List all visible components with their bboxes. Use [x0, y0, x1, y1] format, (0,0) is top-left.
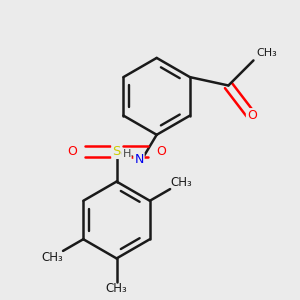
- Text: O: O: [67, 145, 77, 158]
- Text: CH₃: CH₃: [170, 176, 192, 189]
- Text: O: O: [156, 145, 166, 158]
- Text: O: O: [247, 109, 257, 122]
- Text: S: S: [112, 145, 121, 158]
- Text: CH₃: CH₃: [256, 48, 277, 58]
- Text: H: H: [122, 149, 131, 159]
- Text: CH₃: CH₃: [106, 282, 128, 295]
- Text: CH₃: CH₃: [41, 251, 63, 264]
- Text: N: N: [134, 153, 144, 166]
